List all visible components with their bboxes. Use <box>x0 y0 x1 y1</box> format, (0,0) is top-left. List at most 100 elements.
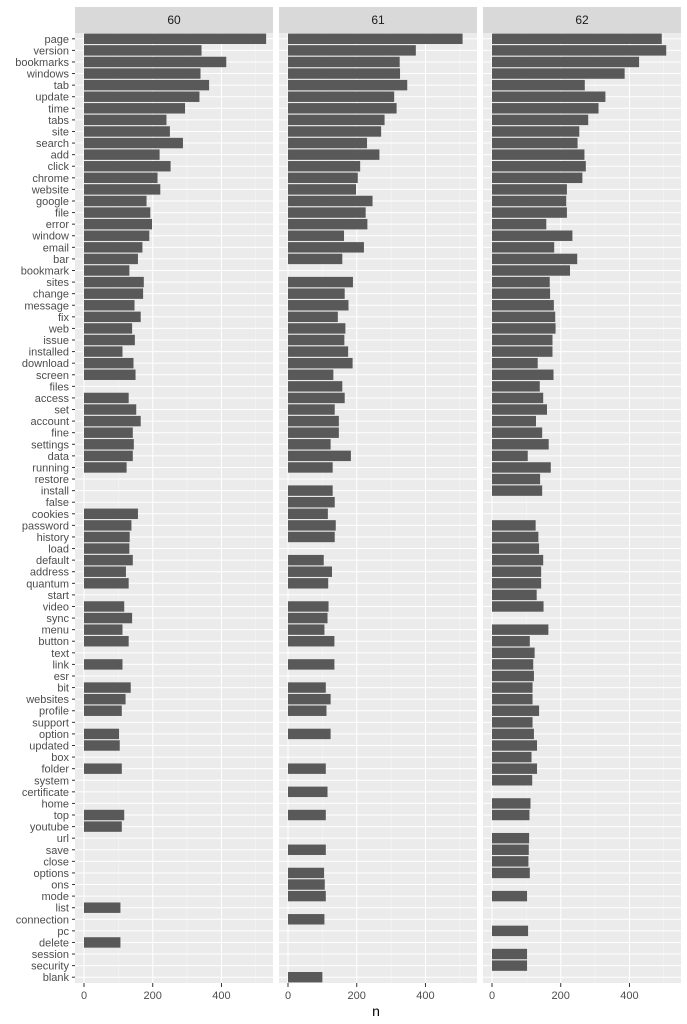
bar <box>84 311 141 323</box>
bar <box>288 693 331 705</box>
bar <box>84 207 151 218</box>
category-label: text <box>51 648 69 660</box>
bar <box>84 149 160 160</box>
category-axis-labels: pageversionbookmarkswindowstabupdatetime… <box>15 34 75 984</box>
bar <box>84 554 133 566</box>
bar <box>492 230 573 241</box>
bar <box>492 728 534 740</box>
category-label: folder <box>41 764 69 776</box>
bar <box>492 473 541 485</box>
bar <box>492 670 534 682</box>
category-label: sites <box>46 277 69 289</box>
x-tick-label: 400 <box>620 990 638 1002</box>
bar <box>84 566 126 577</box>
category-label: set <box>54 405 69 417</box>
category-label: load <box>48 544 69 556</box>
bar <box>84 323 133 334</box>
bar <box>84 508 138 520</box>
bar <box>288 450 351 462</box>
bar <box>288 392 345 404</box>
bar <box>492 601 544 612</box>
bar <box>288 161 361 172</box>
bar <box>84 740 120 751</box>
category-label: settings <box>31 439 69 451</box>
bar <box>84 137 183 149</box>
category-label: time <box>48 103 69 115</box>
bar <box>288 890 326 902</box>
category-label: windows <box>26 69 70 81</box>
bar <box>492 543 540 554</box>
bar <box>84 659 123 670</box>
bar <box>288 439 331 450</box>
category-label: install <box>41 486 69 498</box>
category-label: list <box>56 903 69 915</box>
category-label: download <box>22 358 69 370</box>
bar <box>288 300 349 311</box>
bar <box>288 288 345 299</box>
bar <box>84 450 133 462</box>
category-label: site <box>52 126 69 138</box>
bar <box>492 520 536 531</box>
bar <box>288 531 335 543</box>
x-tick-label: 200 <box>144 990 162 1002</box>
bar <box>492 56 640 68</box>
bar <box>288 114 385 126</box>
bar <box>288 369 334 380</box>
category-label: link <box>52 659 69 671</box>
bar <box>84 531 130 543</box>
bar <box>492 311 556 323</box>
bar <box>84 427 133 438</box>
facet-strip-label: 60 <box>167 13 181 27</box>
category-label: bit <box>57 683 69 695</box>
bar <box>288 172 358 184</box>
bar <box>288 137 368 149</box>
bar <box>84 728 120 740</box>
bar <box>492 184 567 195</box>
bar <box>288 218 368 230</box>
category-label: system <box>34 775 69 787</box>
x-tick-label: 200 <box>552 990 570 1002</box>
bar <box>84 288 144 299</box>
x-tick-label: 400 <box>416 990 434 1002</box>
category-label: esr <box>54 671 70 683</box>
category-label: click <box>48 161 70 173</box>
category-label: options <box>34 868 70 880</box>
bar <box>288 485 333 496</box>
bar <box>492 636 530 647</box>
bar <box>492 566 542 577</box>
bar <box>288 56 400 68</box>
bar <box>492 79 585 91</box>
category-label: page <box>45 34 69 46</box>
category-label: session <box>32 949 69 961</box>
bar <box>492 33 662 45</box>
category-label: home <box>41 798 69 810</box>
category-label: url <box>57 833 69 845</box>
bar <box>288 311 338 323</box>
bar <box>288 636 335 647</box>
facet-panel-60: 60 0 200 400 <box>75 7 273 1002</box>
bar <box>492 323 556 334</box>
bar <box>492 45 667 56</box>
x-tick-label: 0 <box>489 990 495 1002</box>
bar <box>492 392 544 404</box>
bar <box>492 439 549 450</box>
bar <box>288 554 324 566</box>
category-label: mode <box>41 891 69 903</box>
x-tick-label: 0 <box>285 990 291 1002</box>
bar <box>84 809 125 821</box>
category-label: search <box>36 138 69 150</box>
bar <box>84 462 127 473</box>
bar <box>492 740 538 751</box>
bar <box>288 79 408 91</box>
bar <box>288 427 339 438</box>
category-label: button <box>38 636 69 648</box>
category-label: password <box>22 520 69 532</box>
bar <box>288 566 332 577</box>
bar <box>84 612 133 624</box>
bar <box>84 392 129 404</box>
bar <box>84 56 227 68</box>
bar <box>492 91 606 102</box>
facet-strip <box>483 7 681 33</box>
bar <box>492 207 567 218</box>
bar <box>492 381 540 392</box>
